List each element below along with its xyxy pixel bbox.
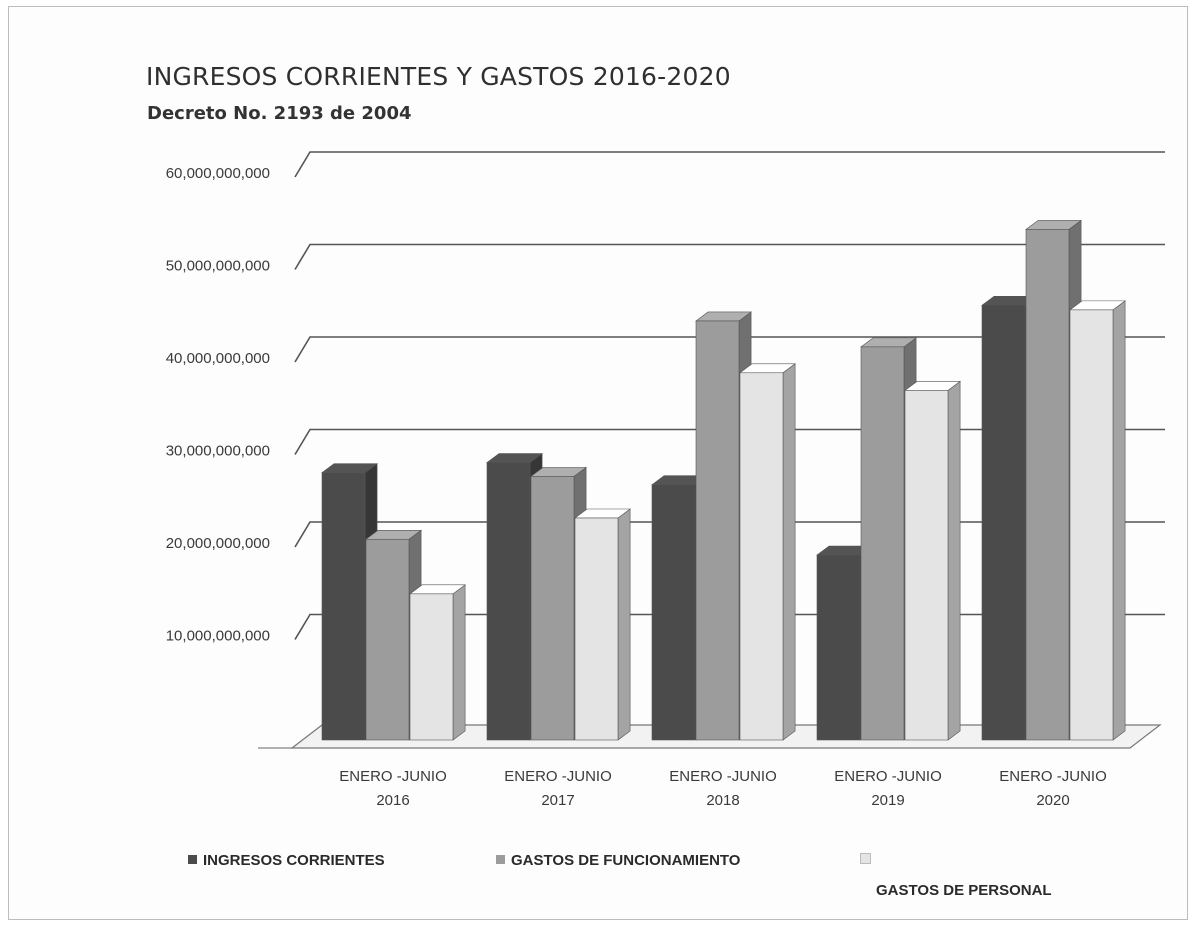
bar-personal-2019: [904, 390, 949, 741]
x-tick-label: ENERO -JUNIO: [339, 768, 447, 785]
legend-swatch-ingresos: [188, 855, 197, 864]
bar-side: [947, 380, 961, 741]
bar-funcionamiento-2019: [860, 346, 905, 741]
bar-personal-2020: [1069, 309, 1114, 741]
x-tick-label: 2019: [871, 792, 904, 809]
x-tick-label: 2016: [376, 792, 409, 809]
gridline: [294, 336, 1165, 363]
x-tick-label: ENERO -JUNIO: [999, 768, 1107, 785]
legend-swatch-holder-personal: [860, 852, 877, 869]
legend-label-personal: GASTOS DE PERSONAL: [876, 882, 1052, 899]
x-tick-label: ENERO -JUNIO: [504, 768, 612, 785]
chart-title: INGRESOS CORRIENTES Y GASTOS 2016-2020: [146, 62, 731, 91]
y-tick-label: 60,000,000,000: [166, 165, 270, 182]
x-tick-label: 2018: [706, 792, 739, 809]
bar-personal-2018: [739, 372, 784, 741]
bar-ingresos-2017: [486, 462, 531, 741]
bar-funcionamiento-2016: [365, 538, 410, 741]
bar-side: [617, 508, 631, 741]
legend-swatch-funcionamiento: [496, 855, 505, 864]
bar-ingresos-2018: [651, 484, 696, 741]
y-tick-label: 40,000,000,000: [166, 350, 270, 367]
bar-personal-2017: [574, 517, 619, 741]
y-tick-label: 10,000,000,000: [166, 628, 270, 645]
legend-label-funcionamiento: GASTOS DE FUNCIONAMIENTO: [511, 852, 741, 869]
bar-funcionamiento-2020: [1025, 229, 1070, 741]
bar-ingresos-2019: [816, 554, 861, 741]
x-tick-label: 2017: [541, 792, 574, 809]
bar-funcionamiento-2017: [530, 476, 575, 741]
x-tick-label: ENERO -JUNIO: [669, 768, 777, 785]
legend-item-funcionamiento: GASTOS DE FUNCIONAMIENTO: [496, 852, 740, 869]
x-tick-label: ENERO -JUNIO: [834, 768, 942, 785]
y-tick-label: 30,000,000,000: [166, 443, 270, 460]
legend-label-ingresos: INGRESOS CORRIENTES: [203, 852, 385, 869]
bar-ingresos-2016: [321, 472, 366, 741]
legend-item-ingresos: INGRESOS CORRIENTES: [188, 852, 385, 869]
y-tick-label: 50,000,000,000: [166, 258, 270, 275]
bar-personal-2016: [409, 593, 454, 741]
gridline: [294, 151, 1165, 178]
legend-item-personal: GASTOS DE PERSONAL: [876, 882, 1052, 899]
y-tick-label: 20,000,000,000: [166, 535, 270, 552]
x-tick-label: 2020: [1036, 792, 1069, 809]
bar-side: [452, 584, 466, 741]
gridline: [294, 243, 1165, 270]
bar-funcionamiento-2018: [695, 320, 740, 741]
legend-swatch-personal: [860, 853, 871, 864]
chart-subtitle: Decreto No. 2193 de 2004: [147, 103, 412, 124]
bar-ingresos-2020: [981, 304, 1026, 741]
bar-side: [782, 363, 796, 741]
bar-side: [1112, 300, 1126, 741]
